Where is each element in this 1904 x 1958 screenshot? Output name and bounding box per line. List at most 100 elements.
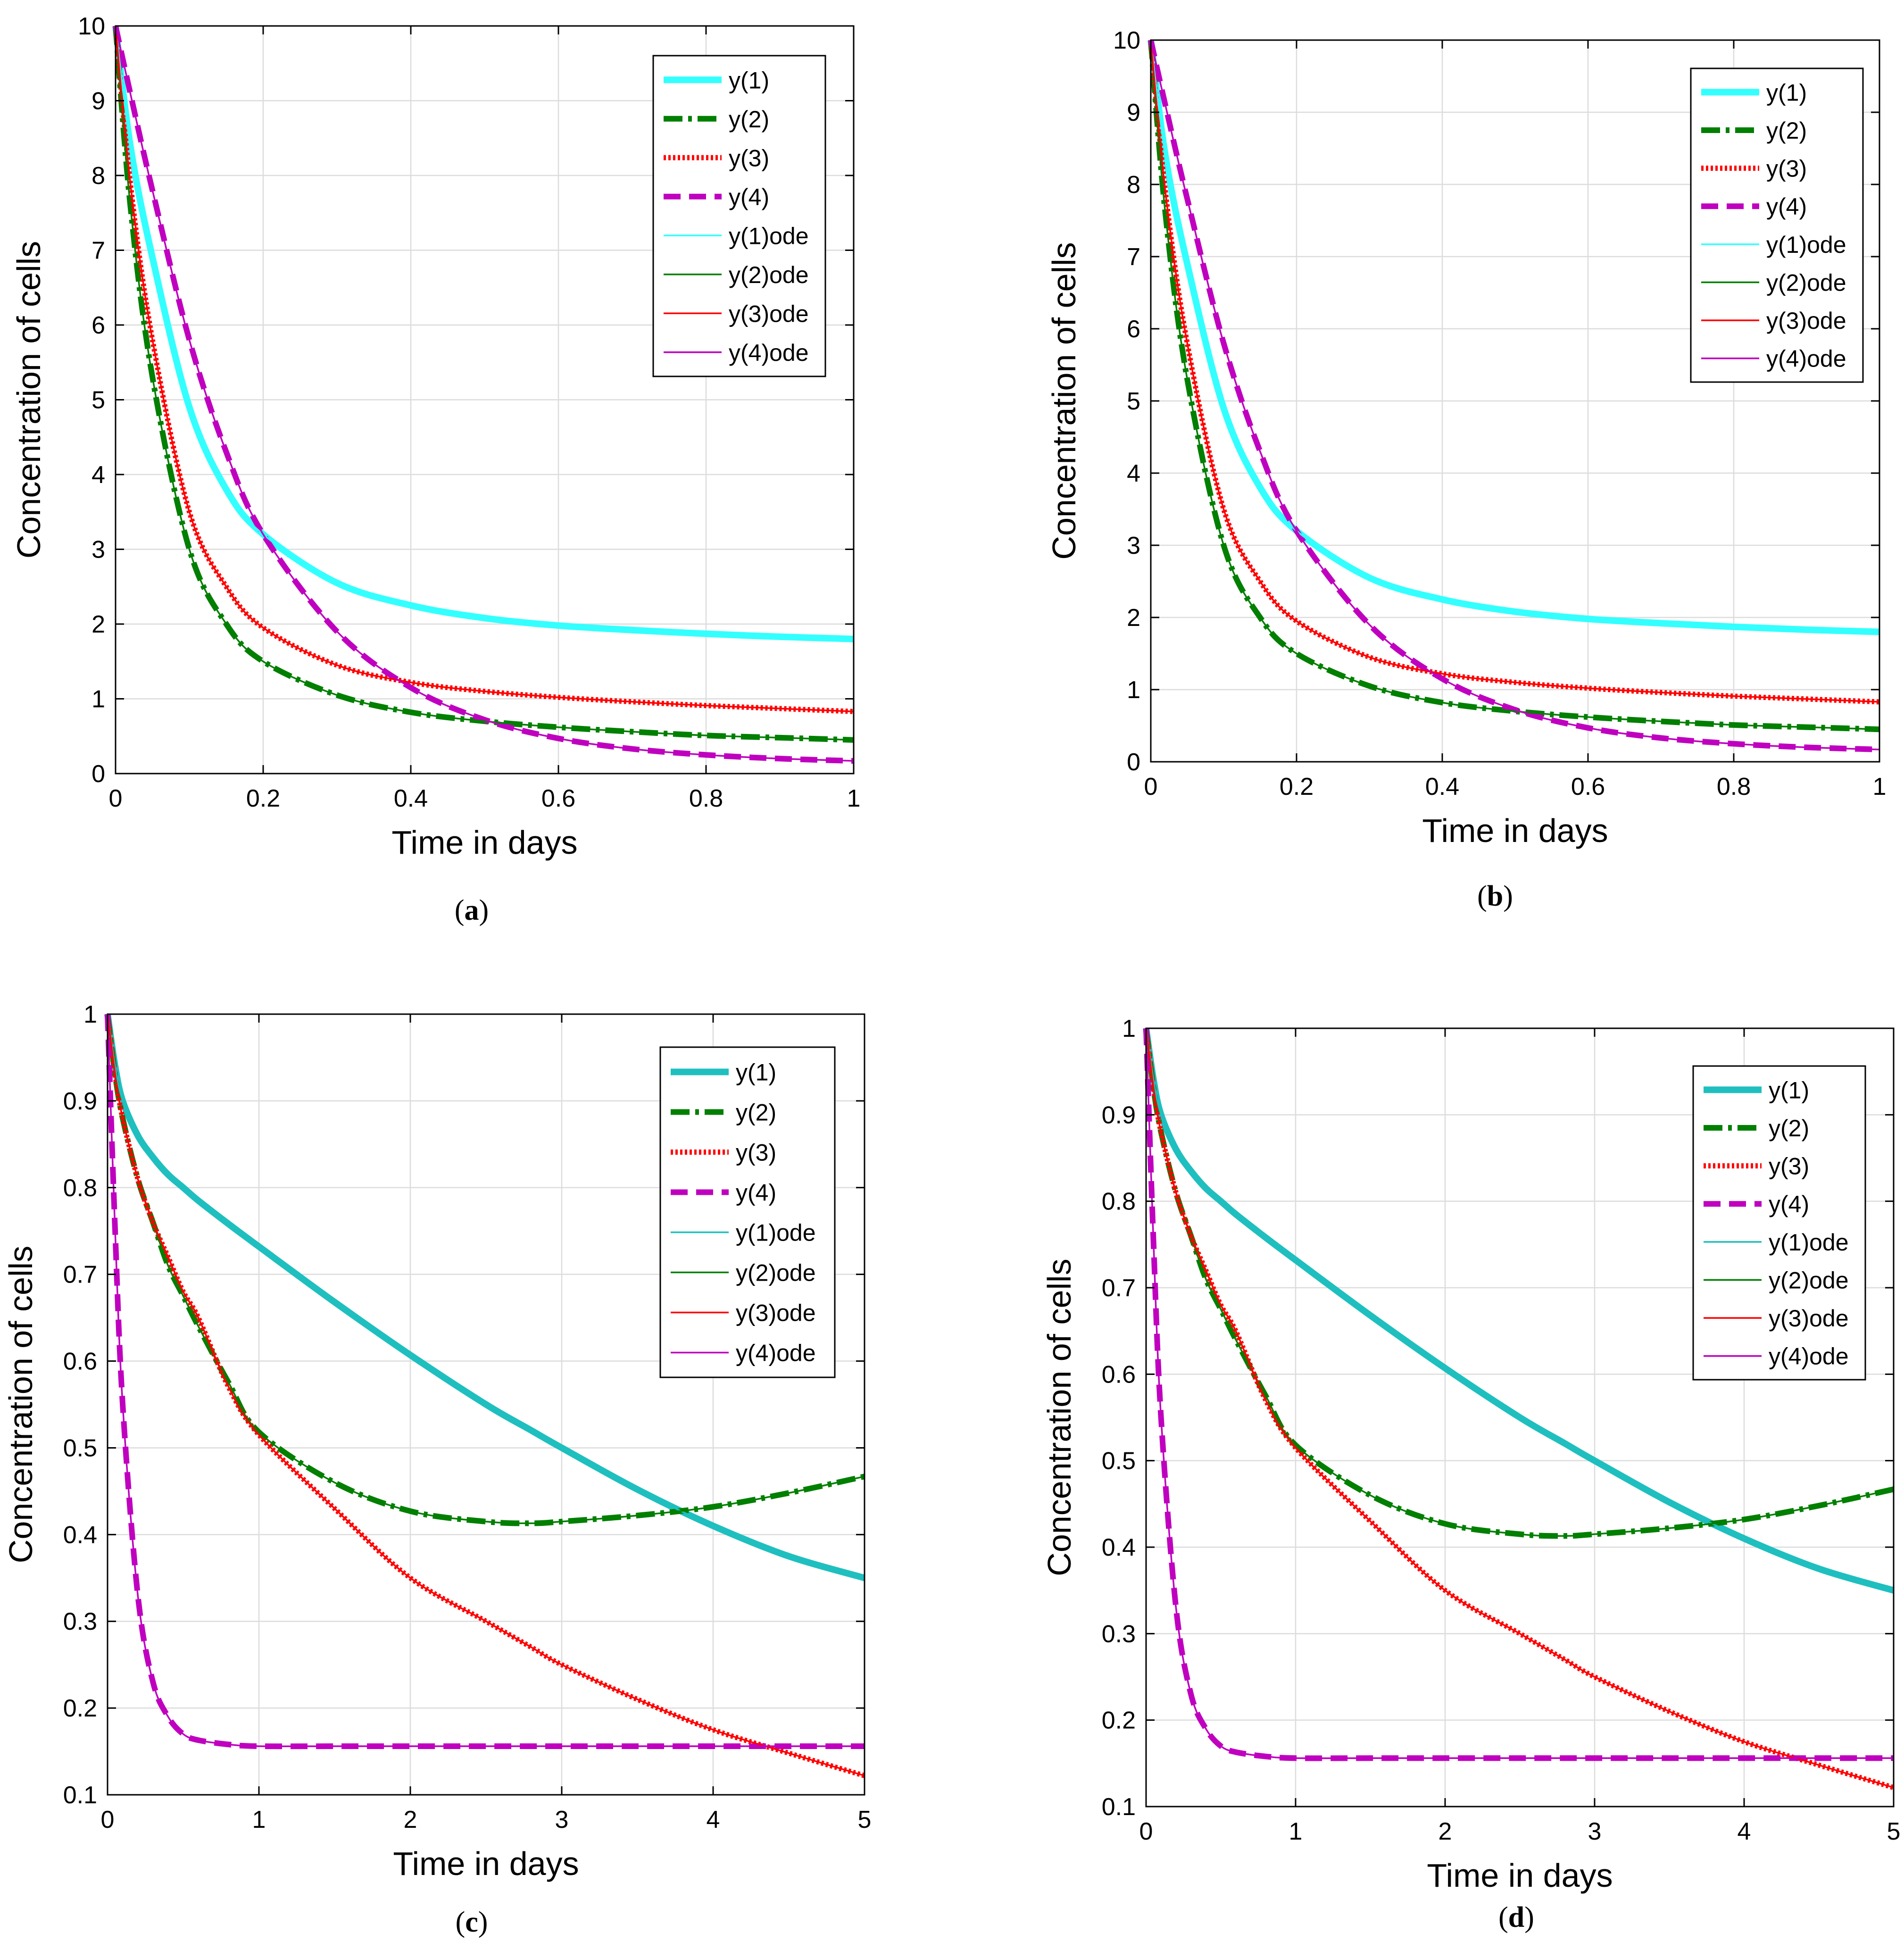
legend-label-b-4: y(1)ode (1766, 232, 1846, 258)
caption-c-letter: c (465, 1906, 478, 1938)
series-line-b-5 (1150, 40, 1880, 730)
series-group-c (104, 1013, 865, 1778)
legend-box-d (1692, 1065, 1866, 1381)
legend-label-b-1: y(2) (1766, 117, 1807, 144)
x-tick-label-c-0: 0 (101, 1806, 115, 1833)
x-tick-label-c-5: 5 (858, 1806, 872, 1833)
y-tick-label-a-9: 9 (91, 88, 105, 115)
legend-label-d-6: y(3)ode (1769, 1305, 1849, 1332)
x-tick-label-d-3: 3 (1588, 1818, 1602, 1845)
caption-a: (a) (454, 894, 489, 926)
legend-label-d-0: y(1) (1769, 1077, 1809, 1103)
y-tick-label-c-8: 0.9 (63, 1088, 97, 1115)
x-tick-label-d-5: 5 (1887, 1818, 1901, 1845)
legend-label-a-1: y(2) (729, 106, 769, 133)
legend-box-a (652, 55, 826, 377)
y-axis-label-c: Concentration of cells (2, 1246, 39, 1563)
y-tick-label-a-7: 7 (91, 237, 105, 265)
y-axis-label-b: Concentration of cells (1046, 242, 1082, 559)
x-tick-label-b-0: 0 (1144, 773, 1158, 800)
caption-c: (c) (455, 1906, 488, 1938)
legend-label-b-5: y(2)ode (1766, 269, 1846, 296)
chart-panel-c: 0 1 2 3 4 5 0.1 0.2 0.3 0.4 0.5 0.6 0.7 0.8 0.9 1 Time i… (0, 981, 943, 1925)
legend-label-d-4: y(1)ode (1769, 1229, 1849, 1256)
legend-a: y(1) y(2) y(3) y(4) y(1)ode y(2)ode y(3)ode y(4… (652, 55, 826, 377)
legend-label-d-5: y(2)ode (1769, 1267, 1849, 1293)
legend-label-c-4: y(1)ode (736, 1220, 816, 1246)
series-group-a (112, 25, 854, 764)
y-axis-label-a: Concentration of cells (10, 241, 47, 558)
x-tick-label-c-2: 2 (404, 1806, 417, 1833)
y-tick-label-b-6: 6 (1127, 316, 1140, 343)
y-tick-label-a-5: 5 (91, 387, 105, 414)
x-axis-label-a: Time in days (391, 824, 577, 861)
legend-label-a-5: y(2)ode (729, 262, 809, 288)
chart-d-svg: 0 1 2 3 4 5 0.1 0.2 0.3 0.4 0.5 0.6 0.7 0.8 0.9 1 Time i… (1041, 1015, 1900, 1894)
y-tick-label-d-1: 0.2 (1102, 1707, 1136, 1734)
legend-label-d-3: y(4) (1769, 1191, 1809, 1217)
x-axis-label-c: Time in days (393, 1845, 579, 1882)
y-tick-label-b-5: 5 (1127, 388, 1140, 415)
legend-label-b-2: y(3) (1766, 156, 1807, 182)
y-tick-label-d-7: 0.8 (1102, 1188, 1136, 1216)
x-tick-label-c-1: 1 (252, 1806, 266, 1833)
axes-box-c (107, 1013, 865, 1796)
y-tick-label-a-0: 0 (91, 760, 105, 788)
y-tick-label-a-3: 3 (91, 536, 105, 564)
y-tick-label-a-2: 2 (91, 611, 105, 638)
x-tick-label-a-0: 0 (109, 785, 123, 812)
y-tick-label-a-4: 4 (91, 461, 105, 489)
y-tick-label-b-3: 3 (1127, 532, 1140, 559)
legend-label-d-7: y(4)ode (1769, 1343, 1849, 1370)
y-tick-label-d-9: 1 (1122, 1015, 1136, 1042)
series-group-b (1147, 39, 1880, 752)
x-axis-label-d: Time in days (1427, 1857, 1613, 1894)
caption-d-letter: d (1508, 1901, 1525, 1933)
y-axis-label-d: Concentration of cells (1041, 1258, 1078, 1576)
y-tick-label-b-1: 1 (1127, 676, 1140, 704)
legend-label-c-7: y(4)ode (736, 1340, 816, 1366)
caption-d: (d) (1498, 1901, 1534, 1933)
x-tick-label-d-4: 4 (1738, 1818, 1751, 1845)
series-line-b-4 (1150, 40, 1880, 633)
y-tick-label-b-10: 10 (1113, 27, 1140, 54)
series-group-d (1143, 1028, 1895, 1790)
caption-b-letter: b (1487, 880, 1504, 912)
y-tick-label-b-0: 0 (1127, 749, 1140, 776)
legend-label-a-6: y(3)ode (729, 300, 809, 327)
caption-a-letter: a (464, 894, 479, 926)
x-tick-label-a-4: 0.8 (689, 785, 723, 812)
x-tick-label-c-4: 4 (707, 1806, 720, 1833)
y-tick-label-d-4: 0.5 (1102, 1448, 1136, 1475)
caption-b: (b) (1477, 880, 1513, 912)
legend-box-c (659, 1046, 836, 1378)
y-tick-label-a-8: 8 (91, 162, 105, 190)
legend-c: y(1) y(2) y(3) y(4) y(1)ode y(2)ode y(3)ode y(4… (659, 1046, 836, 1378)
chart-c-svg: 0 1 2 3 4 5 0.1 0.2 0.3 0.4 0.5 0.6 0.7 0.8 0.9 1 Time i… (2, 1001, 872, 1882)
series-line-a-6 (115, 25, 854, 713)
y-tick-label-b-9: 9 (1127, 99, 1140, 126)
x-tick-label-d-1: 1 (1289, 1818, 1303, 1845)
legend-label-a-7: y(4)ode (729, 340, 809, 366)
x-tick-label-b-4: 0.8 (1717, 773, 1751, 800)
grid-a (115, 25, 855, 775)
axes-box-d (1145, 1027, 1895, 1808)
y-tick-label-b-4: 4 (1127, 460, 1140, 487)
legend-label-c-2: y(3) (736, 1140, 776, 1166)
y-tick-label-a-1: 1 (91, 686, 105, 713)
y-tick-label-b-7: 7 (1127, 243, 1140, 271)
series-line-d-6 (1145, 1028, 1894, 1789)
series-line-d-7 (1145, 1028, 1894, 1759)
y-tick-label-d-3: 0.4 (1102, 1534, 1136, 1561)
y-tick-label-c-4: 0.5 (63, 1434, 97, 1462)
y-tick-label-c-6: 0.7 (63, 1261, 97, 1289)
legend-label-c-1: y(2) (736, 1100, 776, 1126)
y-tick-label-c-2: 0.3 (63, 1608, 97, 1635)
x-tick-label-a-2: 0.4 (394, 785, 428, 812)
y-tick-label-c-9: 1 (83, 1001, 97, 1028)
legend-label-b-0: y(1) (1766, 79, 1807, 106)
y-tick-label-c-3: 0.4 (63, 1521, 97, 1549)
y-tick-label-d-0: 0.1 (1102, 1793, 1136, 1821)
